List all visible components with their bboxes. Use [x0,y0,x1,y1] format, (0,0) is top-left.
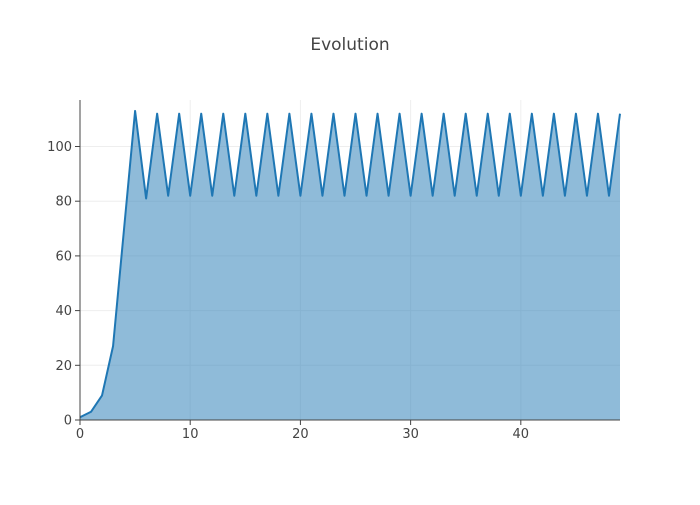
y-tick-label: 40 [55,304,72,319]
y-tick-label: 0 [64,414,72,429]
x-tick-label: 0 [76,427,84,442]
y-tick-label: 20 [55,359,72,374]
y-tick-label: 60 [55,249,72,264]
x-tick-label: 10 [182,427,199,442]
chart-title: Evolution [310,35,389,55]
x-tick-label: 40 [513,427,530,442]
x-tick-label: 20 [292,427,309,442]
data-layer [80,111,620,420]
y-tick-label: 80 [55,195,72,210]
y-tick-label: 100 [47,140,72,155]
x-tick-label: 30 [402,427,419,442]
